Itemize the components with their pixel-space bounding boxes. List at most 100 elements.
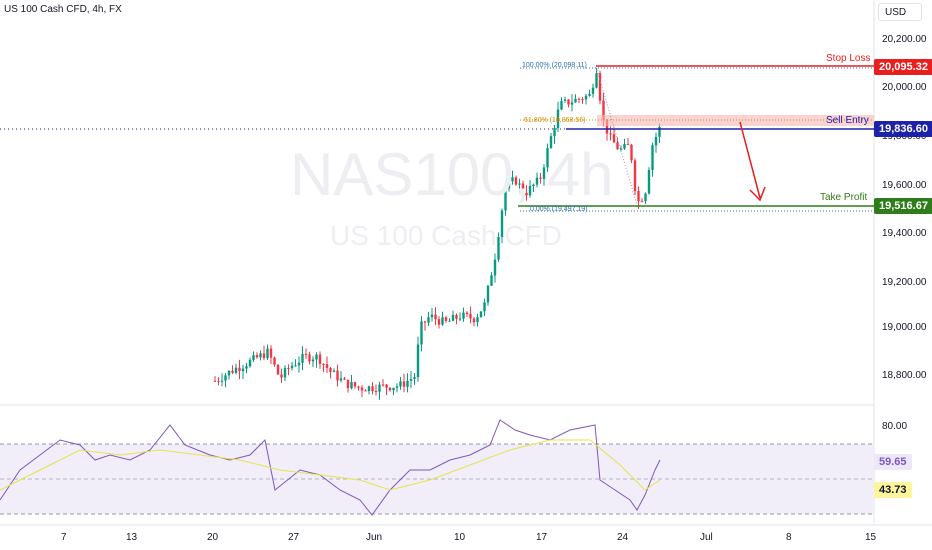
candle-body bbox=[325, 363, 329, 369]
candle-body bbox=[556, 109, 560, 129]
candle-body bbox=[266, 348, 269, 359]
candle-body bbox=[644, 193, 647, 202]
symbol-title: US 100 Cash CFD, 4h, FX bbox=[4, 4, 122, 15]
candle-body bbox=[595, 73, 598, 88]
price-axis-label: 19,000.00 bbox=[882, 322, 927, 333]
candle-body bbox=[430, 314, 434, 318]
time-axis-label: 24 bbox=[617, 532, 629, 543]
candle-body bbox=[500, 210, 504, 238]
candle-body bbox=[493, 259, 497, 276]
time-axis-label: 17 bbox=[536, 532, 548, 543]
candle-body bbox=[483, 302, 486, 312]
candle-body bbox=[220, 380, 224, 382]
price-axis-label: 18,800.00 bbox=[882, 370, 927, 381]
candle-body bbox=[630, 144, 633, 161]
rsi-line bbox=[0, 419, 661, 516]
symbol-watermark: NAS100, 4h bbox=[290, 141, 614, 208]
candle-body bbox=[217, 380, 220, 382]
candle-body bbox=[444, 317, 448, 322]
candle-body bbox=[416, 344, 420, 378]
candle-body bbox=[588, 93, 591, 96]
stop-loss-price-tag: 20,095.32 bbox=[874, 59, 932, 75]
candle-body bbox=[462, 312, 465, 319]
time-axis-label: Jul bbox=[700, 532, 713, 543]
fib-trend-line bbox=[596, 69, 638, 206]
candle-body bbox=[423, 321, 427, 323]
take-profit-price-tag: 19,516.67 bbox=[874, 198, 932, 214]
candle-body bbox=[658, 126, 661, 137]
candle-body bbox=[427, 317, 430, 323]
candle-body bbox=[238, 367, 241, 371]
candle-body bbox=[409, 378, 413, 381]
sell-zone-box bbox=[597, 115, 874, 126]
candle-body bbox=[539, 177, 542, 179]
candle-body bbox=[276, 364, 280, 375]
candle-body bbox=[311, 359, 315, 362]
candle-body bbox=[301, 353, 304, 363]
fib-618-label: 61.80% (19,868.56) bbox=[524, 117, 586, 124]
candle-body bbox=[420, 321, 423, 345]
candle-body bbox=[343, 378, 346, 380]
candle-body bbox=[360, 387, 364, 391]
candle-body bbox=[357, 386, 360, 388]
candle-body bbox=[297, 362, 301, 366]
candle-body bbox=[213, 380, 217, 382]
candle-body bbox=[287, 368, 290, 370]
candle-body bbox=[623, 143, 626, 149]
candle-body bbox=[511, 177, 514, 182]
candle-body bbox=[532, 184, 535, 187]
candle-body bbox=[245, 366, 248, 369]
candle-body bbox=[259, 353, 262, 358]
candle-body bbox=[388, 387, 392, 391]
candle-body bbox=[332, 370, 336, 372]
candle-body bbox=[553, 128, 556, 137]
candle-body bbox=[290, 365, 294, 369]
candle-body bbox=[455, 314, 458, 319]
candle-body bbox=[633, 160, 637, 191]
candle-body bbox=[339, 378, 343, 381]
candle-body bbox=[528, 186, 532, 196]
candle-body bbox=[395, 386, 399, 388]
candle-body bbox=[598, 73, 602, 101]
candle-body bbox=[490, 275, 493, 286]
candle-body bbox=[280, 374, 283, 378]
candle-body bbox=[231, 370, 234, 373]
candle-body bbox=[469, 313, 472, 319]
candle-body bbox=[567, 99, 570, 105]
candle-body bbox=[308, 354, 311, 362]
time-axis-label: Jun bbox=[366, 532, 383, 543]
sell-arrow-head bbox=[749, 186, 766, 202]
candle-body bbox=[476, 317, 479, 323]
candle-body bbox=[350, 382, 353, 389]
candle-body bbox=[385, 384, 388, 388]
candle-body bbox=[294, 365, 297, 367]
candle-body bbox=[504, 188, 507, 211]
candle-body bbox=[248, 359, 252, 367]
candle-body bbox=[406, 380, 409, 387]
candle-body bbox=[283, 368, 287, 378]
candle-body bbox=[378, 384, 381, 392]
candle-body bbox=[560, 100, 563, 110]
candle-body bbox=[252, 355, 255, 360]
candle-body bbox=[318, 354, 322, 364]
candle-body bbox=[441, 317, 444, 325]
candle-body bbox=[322, 363, 325, 365]
candle-body bbox=[315, 354, 318, 360]
candle-body bbox=[542, 167, 546, 179]
candle-body bbox=[605, 119, 609, 134]
time-axis-label: 7 bbox=[61, 532, 67, 543]
candle-body bbox=[364, 390, 367, 392]
time-axis-label: 27 bbox=[288, 532, 300, 543]
candle-body bbox=[367, 386, 371, 392]
candle-body bbox=[591, 87, 595, 94]
candle-body bbox=[374, 391, 378, 393]
time-axis-label: 10 bbox=[454, 532, 466, 543]
candle-body bbox=[616, 142, 619, 150]
candle-body bbox=[465, 312, 469, 314]
candle-body bbox=[336, 370, 339, 381]
currency-selector[interactable]: USD bbox=[878, 3, 922, 21]
candle-body bbox=[262, 353, 266, 359]
candle-body bbox=[434, 314, 437, 320]
candle-body bbox=[570, 102, 574, 105]
